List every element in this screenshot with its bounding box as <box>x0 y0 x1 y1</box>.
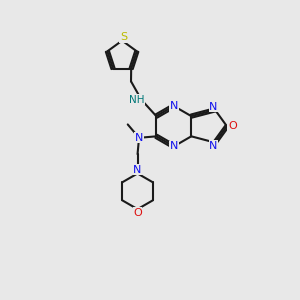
Text: N: N <box>134 165 142 175</box>
Text: N: N <box>209 140 218 151</box>
Text: N: N <box>169 101 178 111</box>
Text: S: S <box>120 32 127 42</box>
Text: N: N <box>169 141 178 152</box>
Text: N: N <box>135 133 143 143</box>
Text: O: O <box>228 121 237 131</box>
Text: N: N <box>209 102 218 112</box>
Text: NH: NH <box>129 95 145 105</box>
Text: O: O <box>133 208 142 218</box>
